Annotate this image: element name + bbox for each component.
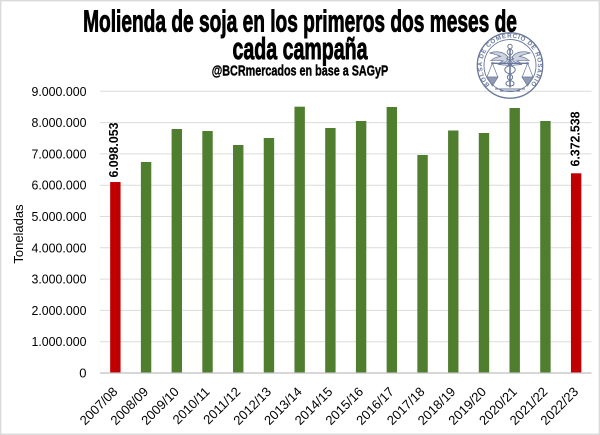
svg-text:cada campaña: cada campaña xyxy=(233,33,368,66)
svg-text:@BCRmercados en base a SAGyP: @BCRmercados en base a SAGyP xyxy=(212,62,389,79)
svg-text:3.000.000: 3.000.000 xyxy=(32,272,87,287)
svg-text:6.098.053: 6.098.053 xyxy=(106,123,121,178)
svg-text:0: 0 xyxy=(79,366,86,381)
svg-text:4.000.000: 4.000.000 xyxy=(32,240,87,255)
svg-text:Toneladas: Toneladas xyxy=(11,204,26,264)
svg-text:5.000.000: 5.000.000 xyxy=(32,209,87,224)
svg-text:Molienda de soja en los primer: Molienda de soja en los primeros dos mes… xyxy=(83,5,517,39)
svg-text:1.000.000: 1.000.000 xyxy=(32,334,87,349)
svg-text:2.000.000: 2.000.000 xyxy=(32,303,87,318)
svg-text:6.372.538: 6.372.538 xyxy=(568,112,583,167)
svg-text:8.000.000: 8.000.000 xyxy=(32,115,87,130)
svg-text:7.000.000: 7.000.000 xyxy=(32,146,87,161)
svg-text:6.000.000: 6.000.000 xyxy=(32,178,87,193)
svg-text:9.000.000: 9.000.000 xyxy=(32,84,87,99)
